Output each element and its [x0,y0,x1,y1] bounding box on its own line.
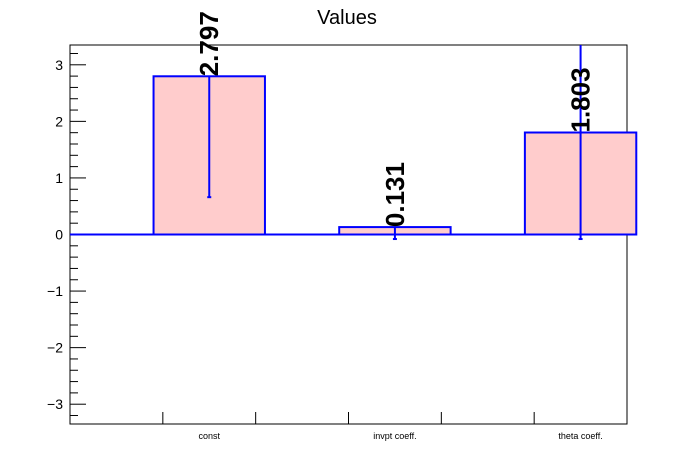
x-category-label: invpt coeff. [373,431,416,441]
y-tick-label: 3 [55,57,63,73]
data-label-2: 0.131 [380,162,410,227]
y-tick-label: −2 [47,340,63,356]
x-category-label: const [198,431,220,441]
data-label-3: 1.803 [566,67,596,132]
chart-title: Values [317,7,377,29]
plot-area: −3 −2 −1 0 1 2 3 2.797 const 0.131 invpt coeff. 1.8… [47,11,638,441]
y-tick-label: −1 [47,283,63,299]
y-tick-label: 1 [55,170,63,186]
x-category-label: theta coeff. [558,431,602,441]
y-tick-label: 0 [55,227,63,243]
y-tick-label: −3 [47,396,63,412]
data-label-1: 2.797 [194,11,224,76]
y-tick-label: 2 [55,113,63,129]
